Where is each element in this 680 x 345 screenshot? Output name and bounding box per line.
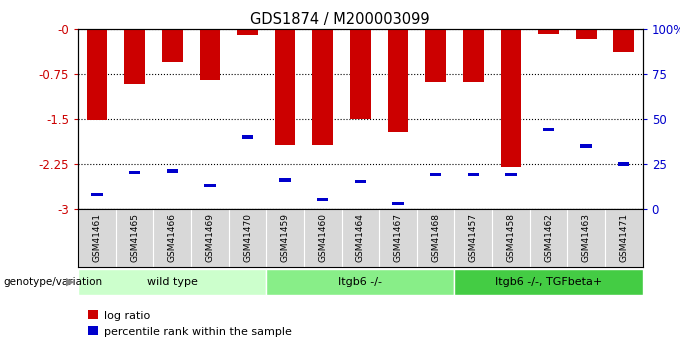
Text: GSM41460: GSM41460 [318,214,327,263]
Bar [613,29,634,52]
Bar [454,269,643,295]
Bar [124,29,145,84]
Text: GSM41466: GSM41466 [168,214,177,263]
Text: GSM41470: GSM41470 [243,214,252,263]
Text: GSM41459: GSM41459 [281,214,290,263]
Bar [204,184,216,187]
Text: GSM41469: GSM41469 [205,214,214,263]
Text: Itgb6 -/-, TGFbeta+: Itgb6 -/-, TGFbeta+ [495,277,602,287]
Bar [312,29,333,145]
Bar [167,169,178,173]
Bar [543,128,554,131]
Bar [129,171,140,175]
Bar [468,173,479,176]
Legend: log ratio, percentile rank within the sample: log ratio, percentile rank within the sa… [84,306,296,341]
Bar [275,29,296,145]
Text: Itgb6 -/-: Itgb6 -/- [339,277,382,287]
Text: GSM41461: GSM41461 [92,214,101,263]
Bar [392,202,404,205]
Bar [242,135,253,139]
Bar [618,162,630,166]
Text: GSM41462: GSM41462 [544,214,553,262]
Bar [425,29,446,82]
Bar [350,29,371,119]
Text: GDS1874 / M200003099: GDS1874 / M200003099 [250,12,430,27]
Bar [279,178,291,182]
Bar [500,29,522,167]
Text: GSM41471: GSM41471 [619,214,628,263]
Bar [576,29,596,39]
Text: GSM41465: GSM41465 [130,214,139,263]
Bar [317,198,328,201]
Text: GSM41464: GSM41464 [356,214,365,262]
Text: genotype/variation: genotype/variation [3,277,103,287]
Text: GSM41457: GSM41457 [469,214,478,263]
Bar [91,193,103,196]
Bar [237,29,258,35]
Bar [355,180,366,184]
Bar [463,29,483,82]
Bar [388,29,409,132]
Text: wild type: wild type [147,277,198,287]
Bar [199,29,220,80]
Bar [505,173,517,176]
Bar [267,269,454,295]
Text: GSM41458: GSM41458 [507,214,515,263]
Text: ▶: ▶ [66,277,75,287]
Bar [86,29,107,120]
Bar [162,29,183,62]
Bar [538,29,559,33]
Bar [78,269,267,295]
Bar [581,144,592,148]
Text: GSM41463: GSM41463 [581,214,591,263]
Text: GSM41468: GSM41468 [431,214,440,263]
Text: GSM41467: GSM41467 [394,214,403,263]
Bar [430,173,441,176]
